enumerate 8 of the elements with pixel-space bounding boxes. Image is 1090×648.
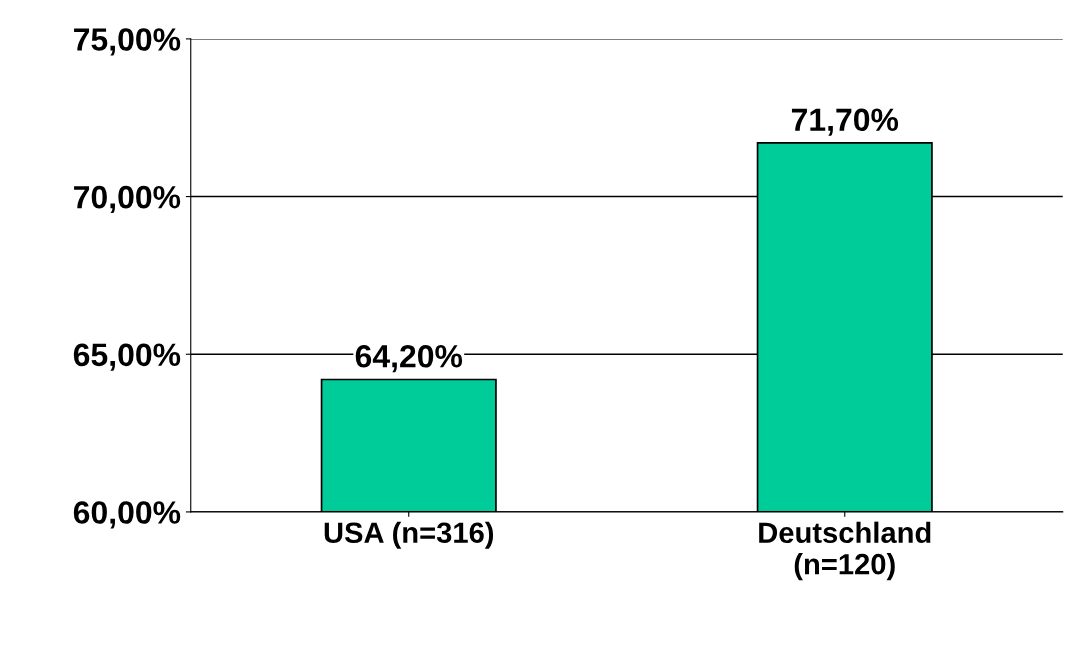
data-label: 64,20% [355, 344, 463, 373]
y-tick-label: 65,00% [73, 343, 181, 371]
y-tick-label: 75,00% [74, 28, 181, 56]
x-tick-label: Deutschland (n=120) [759, 521, 931, 581]
y-tick-label: 70,00% [74, 185, 181, 214]
data-label: 71,70% [791, 108, 899, 136]
y-tick-label: 60,00% [73, 501, 181, 529]
x-tick-label: USA (n=316) [324, 521, 494, 549]
